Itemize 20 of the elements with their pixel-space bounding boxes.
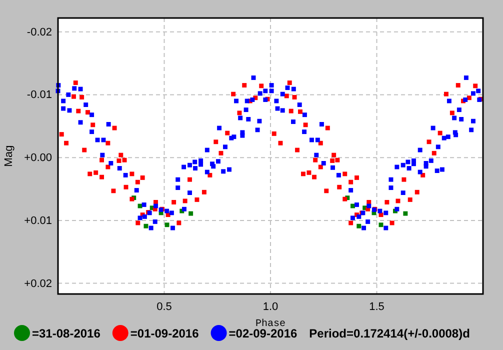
point [378, 222, 384, 228]
point [144, 224, 148, 228]
legend-label: =31-08-2016 [32, 326, 101, 340]
y-tick-label: +0.00 [24, 152, 52, 164]
x-tick-label: 1.0 [262, 300, 278, 313]
point [350, 204, 355, 208]
y-tick-label: -0.01 [26, 89, 52, 102]
y-tick-label: -0.02 [26, 26, 52, 38]
point [164, 222, 170, 228]
x-tick-label: 1.5 [369, 300, 384, 313]
point [356, 224, 362, 228]
point [403, 211, 408, 216]
y-tick-label: +0.01 [24, 214, 52, 227]
point [138, 204, 142, 208]
point [188, 211, 194, 216]
y-axis-title: Mag [3, 145, 15, 167]
y-tick-label: +0.02 [24, 278, 52, 290]
x-tick-label: 0.5 [156, 300, 172, 313]
legend-label: =01-09-2016 [130, 326, 200, 340]
text: Period=0.172414(+/-0.0008)d [309, 326, 470, 340]
